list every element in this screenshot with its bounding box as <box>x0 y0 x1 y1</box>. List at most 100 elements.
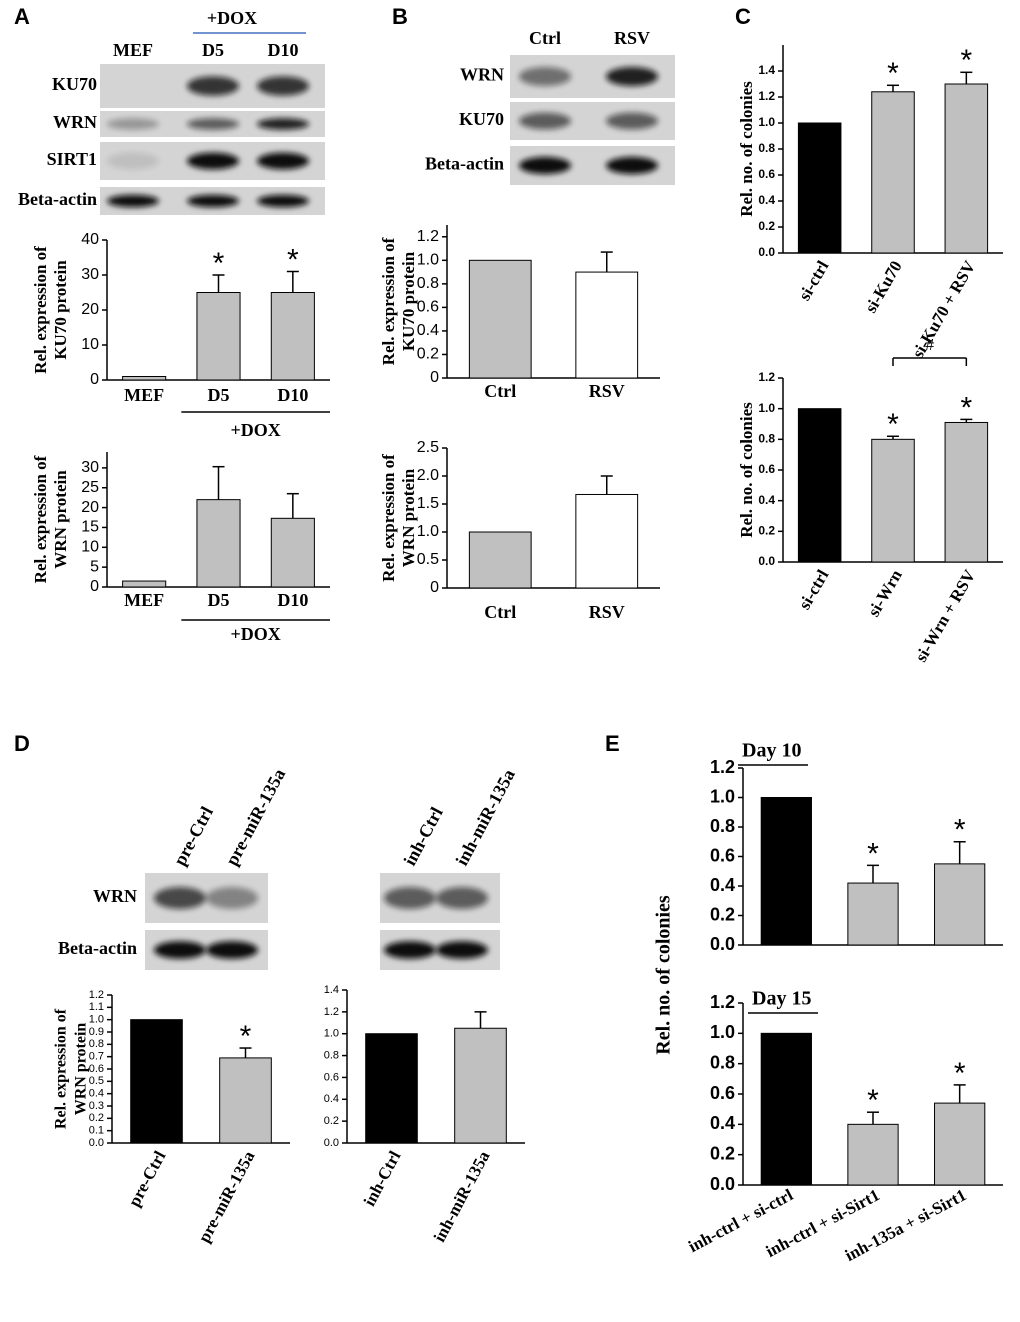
panel-label: A <box>14 4 30 29</box>
bar <box>797 122 842 254</box>
y-tick-label: 0 <box>90 371 99 388</box>
blot-band <box>187 118 239 130</box>
x-tick-label: si-ctrl <box>795 566 833 613</box>
blot-band <box>107 118 159 130</box>
panel-label: E <box>605 731 620 756</box>
x-tick-label: MEF <box>124 385 164 405</box>
bracket-label: # <box>925 337 934 354</box>
significance-mark: * <box>867 837 879 870</box>
y-tick-label: 0 <box>430 579 439 596</box>
y-tick-label: 0 <box>430 369 439 386</box>
y-axis-label: Rel. no. of colonies <box>653 895 675 1055</box>
y-tick-label: 0.6 <box>89 1063 104 1075</box>
bar <box>468 259 532 379</box>
blot-band <box>519 112 571 130</box>
y-tick-label: 1.0 <box>324 1028 339 1040</box>
y-axis-label: Rel. no. of colonies <box>737 402 756 538</box>
y-tick-label: 2.5 <box>417 439 439 456</box>
y-tick-label: 0.5 <box>417 551 439 568</box>
panel-label: C <box>735 4 751 29</box>
y-tick-label: 5 <box>90 558 99 575</box>
blot-band <box>519 67 571 86</box>
bar <box>760 797 812 946</box>
blot-band <box>436 887 488 909</box>
blot-row-label: WRN <box>460 65 504 85</box>
y-axis-label: Rel. expression of <box>379 454 398 582</box>
x-tick-label: RSV <box>589 381 625 401</box>
error-bar <box>887 435 899 440</box>
x-tick-label: si-ctrl <box>795 257 833 304</box>
y-tick-label: 0.8 <box>324 1049 339 1061</box>
y-tick-label: 1.2 <box>710 757 735 777</box>
y-tick-label: 0.4 <box>758 493 775 507</box>
blot-band <box>107 194 159 208</box>
x-tick-label: D10 <box>277 385 308 405</box>
blot-band <box>206 887 258 909</box>
error-bar <box>887 84 899 92</box>
significance-mark: * <box>954 814 966 847</box>
bar <box>219 1057 272 1144</box>
blot-row-label: Beta-actin <box>18 189 97 209</box>
y-tick-label: 0.0 <box>324 1137 339 1149</box>
x-tick-label: Ctrl <box>484 602 516 622</box>
y-tick-label: 1.2 <box>417 228 439 245</box>
significance-mark: * <box>887 57 899 90</box>
y-tick-label: 0.9 <box>89 1026 104 1038</box>
x-tick-label: pre-miR-135a <box>194 1147 258 1245</box>
y-tick-label: 0.8 <box>89 1038 104 1050</box>
y-tick-label: 20 <box>81 499 99 516</box>
y-tick-label: 0.6 <box>710 845 735 865</box>
y-axis-label: Rel. no. of colonies <box>737 81 756 217</box>
error-bar <box>600 251 613 273</box>
chart-title: Day 10 <box>742 740 801 762</box>
bar <box>270 292 315 381</box>
y-tick-label: 0.8 <box>710 1052 735 1072</box>
y-tick-label: 1.0 <box>417 252 439 269</box>
error-bar <box>867 1111 879 1125</box>
blot-column-label: inh-Ctrl <box>400 804 447 869</box>
x-tick-label: inh-Ctrl <box>360 1148 405 1210</box>
blot-band <box>606 112 658 130</box>
blot-band <box>384 941 436 959</box>
y-tick-label: 1.4 <box>324 984 339 996</box>
y-tick-label: 0.2 <box>710 1143 735 1163</box>
y-tick-label: 2.0 <box>417 467 439 484</box>
bar <box>934 863 986 946</box>
y-tick-label: 0.6 <box>758 462 775 476</box>
blot-band <box>154 887 206 909</box>
blot-band <box>257 152 309 170</box>
bar <box>934 1102 986 1186</box>
y-tick-label: 0.2 <box>758 524 775 538</box>
blot-band <box>257 76 309 96</box>
bar <box>122 376 167 381</box>
y-tick-label: 30 <box>81 459 99 476</box>
bar <box>196 292 241 381</box>
blot-band <box>606 67 658 86</box>
x-tick-label: si-Ku70 <box>861 257 906 316</box>
bar <box>454 1027 507 1144</box>
y-axis-label: Rel. expression of <box>53 1008 70 1129</box>
x-tick-label: D5 <box>208 590 230 610</box>
y-tick-label: 0.4 <box>758 193 775 207</box>
y-tick-label: 0.1 <box>89 1125 104 1137</box>
blot-column-label: Ctrl <box>529 28 561 48</box>
y-tick-label: 1.0 <box>758 401 775 415</box>
y-tick-label: 1.0 <box>710 786 735 806</box>
y-tick-label: 0.6 <box>324 1071 339 1083</box>
bar <box>575 271 639 379</box>
x-tick-label: pre-Ctrl <box>124 1148 169 1210</box>
x-tick-label: Ctrl <box>484 381 516 401</box>
bar <box>760 1032 812 1186</box>
y-tick-label: 1.2 <box>710 992 735 1012</box>
group-label: +DOX <box>231 420 281 440</box>
y-axis-label: Rel. expression of <box>379 237 398 365</box>
y-tick-label: 1.1 <box>89 1001 104 1013</box>
y-tick-label: 0.0 <box>710 934 735 954</box>
blot-row-label: Beta-actin <box>58 938 137 958</box>
x-tick-label: si-Wrn + RSV <box>911 566 979 665</box>
blot-row-label: WRN <box>93 886 137 906</box>
y-tick-label: 0.7 <box>89 1051 104 1063</box>
significance-mark: * <box>887 408 899 441</box>
blot-column-label: inh-miR-135a <box>452 766 519 869</box>
panel-label: D <box>14 731 30 756</box>
